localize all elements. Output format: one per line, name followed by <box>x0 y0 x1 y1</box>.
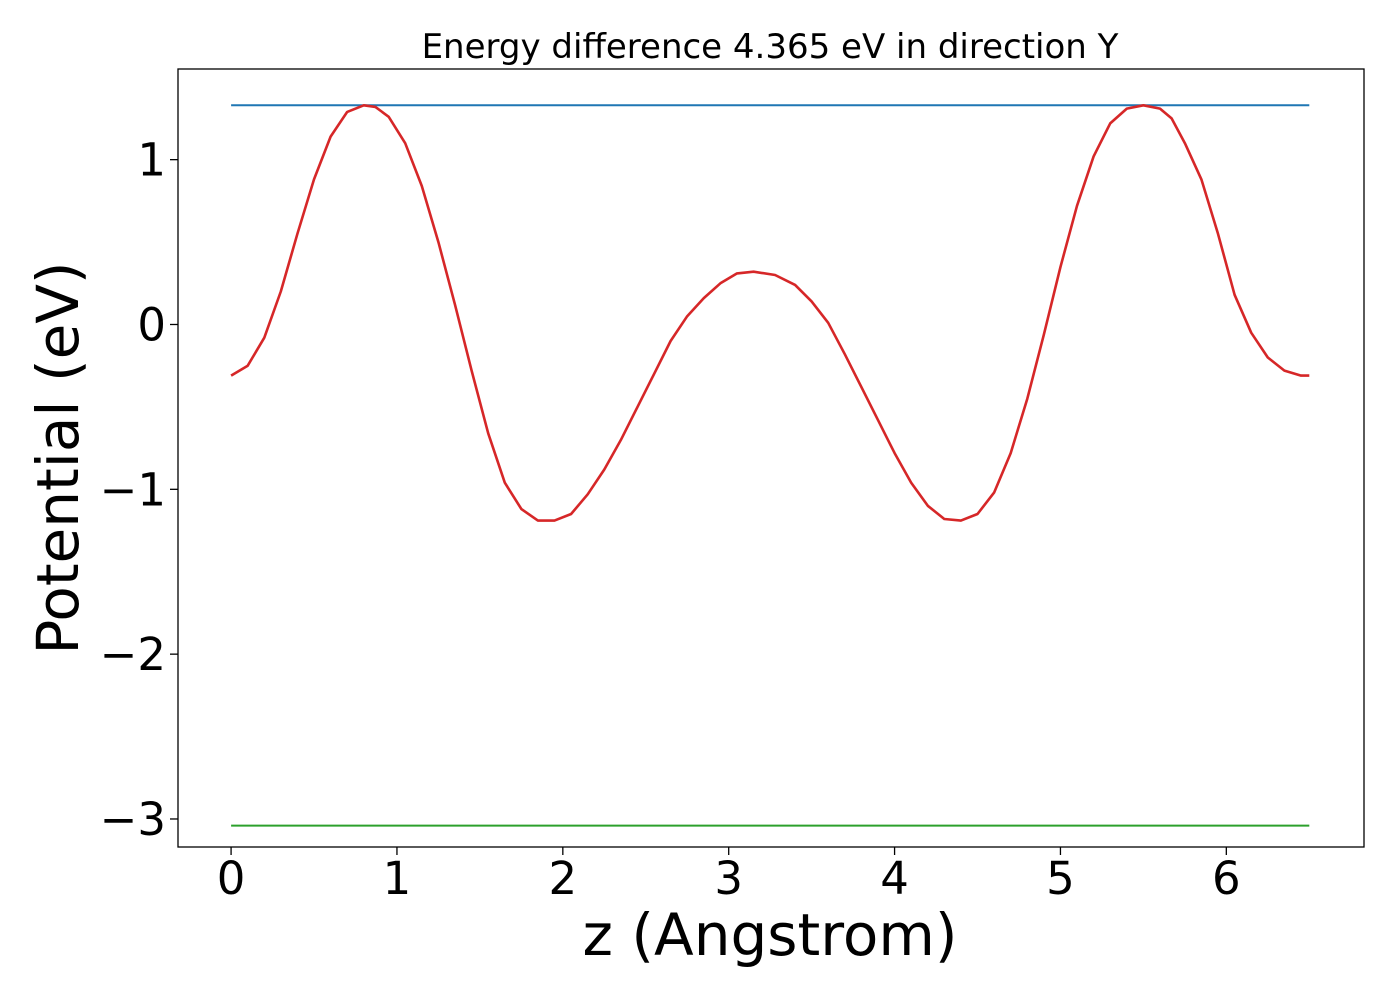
y-tick-label: −1 <box>100 463 166 516</box>
x-tick-label: 3 <box>714 852 743 905</box>
plot-lines <box>230 104 1310 827</box>
plot-frame <box>177 68 1365 848</box>
y-tick-label: −3 <box>100 793 166 846</box>
x-axis-ticks: 0 1 2 3 4 5 6 <box>217 847 1241 905</box>
chart-title: Energy difference 4.365 eV in direction … <box>422 27 1119 67</box>
y-tick-label: 1 <box>137 134 166 187</box>
x-tick-label: 0 <box>217 852 246 905</box>
x-tick-label: 6 <box>1212 852 1241 905</box>
y-tick-label: 0 <box>137 298 166 351</box>
y-axis-ticks: 1 0 −1 −2 −3 <box>100 134 178 846</box>
y-axis-label: Potential (eV) <box>24 261 92 654</box>
x-tick-label: 2 <box>549 852 578 905</box>
x-tick-label: 5 <box>1046 852 1075 905</box>
series-line-2 <box>230 104 1310 522</box>
x-tick-label: 4 <box>880 852 909 905</box>
x-tick-label: 1 <box>383 852 412 905</box>
y-tick-label: −2 <box>100 628 166 681</box>
x-axis-label: z (Angstrom) <box>583 901 958 969</box>
